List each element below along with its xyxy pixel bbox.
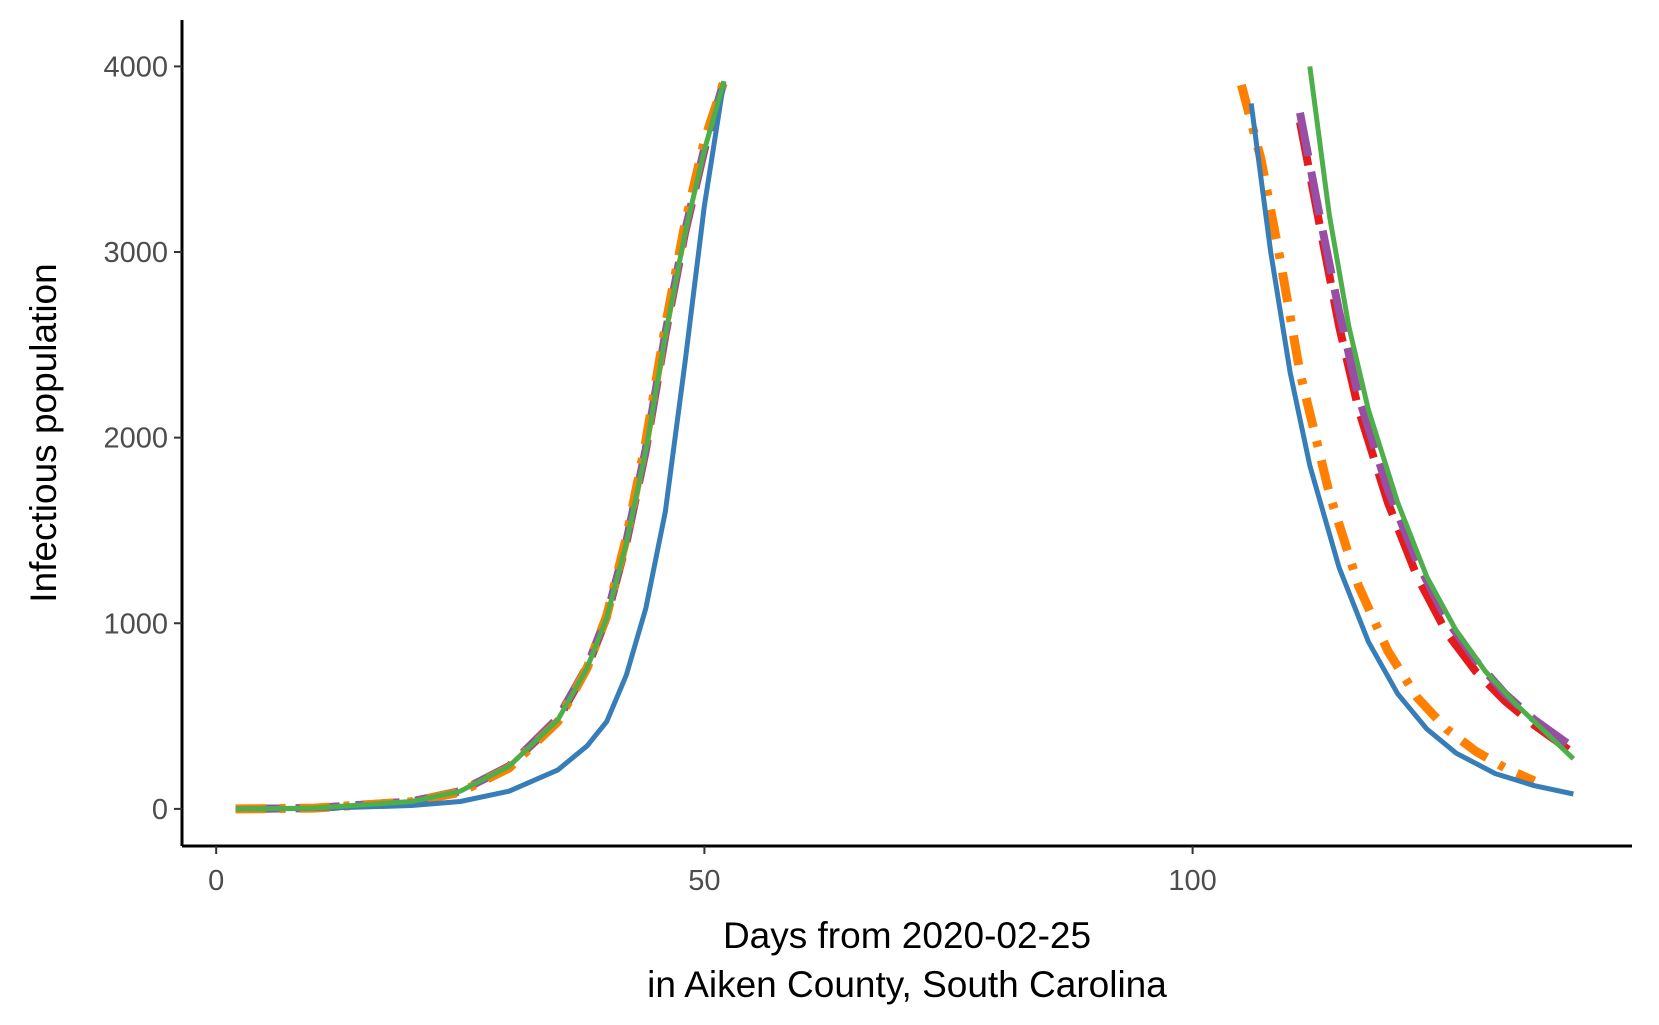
x-tick-label: 50 — [688, 865, 720, 897]
y-axis-title: Infectious population — [23, 263, 64, 602]
x-tick-label: 100 — [1168, 865, 1216, 897]
series-2-segment-2 — [1296, 121, 1576, 757]
series-3-segment-2 — [1296, 112, 1576, 751]
x-axis-title-line-1: Days from 2020-02-25 — [723, 915, 1091, 956]
series-5-segment-2 — [1307, 66, 1576, 761]
series-1-segment-2 — [1248, 103, 1574, 797]
y-tick-label: 1000 — [103, 608, 168, 640]
x-axis-ticks: 0 50 100 — [208, 846, 1217, 897]
series-5-segment-1 — [235, 80, 727, 812]
x-axis-title-line-2: in Aiken County, South Carolina — [647, 964, 1167, 1005]
x-tick-label: 0 — [208, 865, 224, 897]
y-tick-label: 4000 — [103, 51, 168, 83]
y-tick-label: 3000 — [103, 237, 168, 269]
plot-lines — [235, 66, 1576, 814]
y-tick-label: 0 — [152, 794, 168, 826]
series-2-segment-1 — [235, 80, 728, 813]
series-4-segment-2 — [1237, 83, 1537, 786]
y-tick-label: 2000 — [103, 423, 168, 455]
series-1-segment-1 — [235, 80, 727, 812]
y-axis-ticks: 0 1000 2000 3000 4000 — [103, 51, 182, 826]
